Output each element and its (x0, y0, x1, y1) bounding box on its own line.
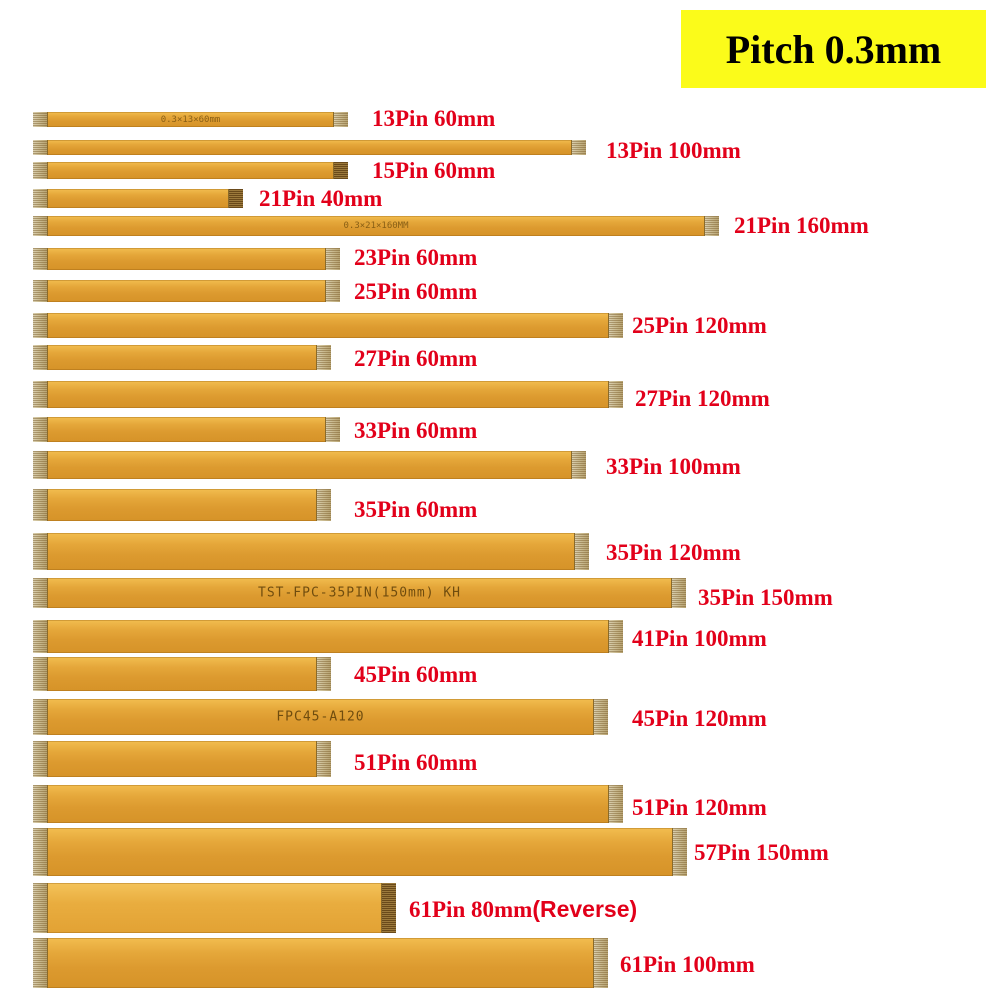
cable-label: 27Pin 120mm (635, 386, 770, 411)
cable-strip (33, 785, 623, 823)
cable-strip (33, 381, 623, 408)
pitch-badge-text: Pitch 0.3mm (725, 26, 942, 72)
cable-label: 57Pin 150mm (694, 840, 829, 865)
cable-print-text: FPC45-A120 (276, 709, 365, 725)
cable-strip (33, 189, 243, 208)
cable-strip (33, 162, 348, 179)
cable-label: 45Pin 60mm (354, 662, 478, 687)
cable-label: 21Pin 40mm (259, 186, 383, 211)
cable-strip: 0.3×21×160MM (33, 216, 719, 236)
cable-label: 25Pin 60mm (354, 279, 478, 304)
cable-strip (33, 313, 623, 338)
cable-label: 61Pin 80mm(Reverse) (409, 896, 637, 923)
cable-label: 33Pin 60mm (354, 418, 478, 443)
cable-label: 35Pin 60mm (354, 497, 478, 522)
cable-label: 61Pin 100mm (620, 952, 755, 977)
cable-strip (33, 533, 589, 570)
cable-label: 41Pin 100mm (632, 626, 767, 651)
cable-label: 27Pin 60mm (354, 346, 478, 371)
cable-strip: FPC45-A120 (33, 699, 608, 735)
cable-strip (33, 741, 331, 777)
cable-label: 33Pin 100mm (606, 454, 741, 479)
cable-label: 45Pin 120mm (632, 706, 767, 731)
cable-print-text: TST-FPC-35PIN(150mm) KH (257, 585, 462, 601)
cable-strip (33, 140, 586, 155)
cable-print-text: 0.3×13×60mm (160, 114, 221, 125)
cable-strip (33, 280, 340, 302)
cable-label: 23Pin 60mm (354, 245, 478, 270)
cable-strip (33, 345, 331, 370)
cable-label: 21Pin 160mm (734, 213, 869, 238)
cable-strip (33, 938, 608, 988)
cable-label: 13Pin 60mm (372, 106, 496, 131)
cable-label: 51Pin 60mm (354, 750, 478, 775)
cable-strip (33, 828, 687, 876)
cable-strip (33, 417, 340, 442)
cable-print-text: 0.3×21×160MM (343, 221, 409, 231)
cable-strip (33, 883, 396, 933)
cable-label: 35Pin 120mm (606, 540, 741, 565)
cable-label: 15Pin 60mm (372, 158, 496, 183)
cable-strip (33, 620, 623, 653)
cable-strip: TST-FPC-35PIN(150mm) KH (33, 578, 686, 608)
cable-label: 13Pin 100mm (606, 138, 741, 163)
cable-strip: 0.3×13×60mm (33, 112, 348, 127)
cable-strip (33, 451, 586, 479)
cable-strip (33, 657, 331, 691)
cable-label: 35Pin 150mm (698, 585, 833, 610)
cable-label-main: 61Pin 80mm (409, 897, 533, 922)
cable-label: 25Pin 120mm (632, 313, 767, 338)
cable-label: 51Pin 120mm (632, 795, 767, 820)
pitch-badge: Pitch 0.3mm (681, 10, 986, 88)
cable-label-suffix: (Reverse) (532, 896, 638, 922)
cable-strip (33, 248, 340, 270)
cable-strip (33, 489, 331, 521)
